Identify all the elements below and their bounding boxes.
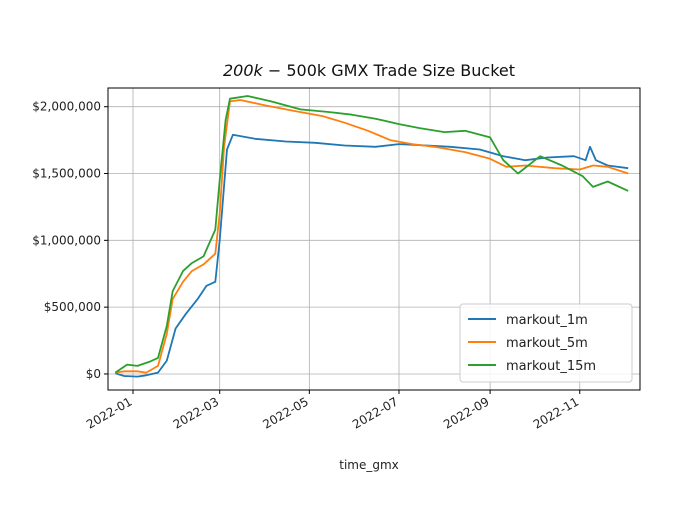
y-tick-label: $1,500,000 [32,167,101,181]
y-tick-label: $0 [86,367,101,381]
series-line-markout_1m [115,133,629,378]
x-tick-label: 2022-03 [171,394,221,431]
x-axis-label: time_gmx [339,458,399,472]
x-tick-label: 2022-07 [350,394,400,431]
x-axis: 2022-01 2022-03 2022-05 2022-07 2022-09 2022-… [84,390,581,432]
legend: markout_1m markout_5m markout_15m [459,303,633,383]
chart-title: 200k − 500k GMX Trade Size Bucket [223,61,515,80]
x-tick-label: 2022-01 [84,394,134,431]
x-tick-label: 2022-11 [531,394,581,431]
legend-label: markout_15m [506,359,596,374]
plot-frame [107,87,641,391]
x-tick-label: 2022-05 [260,394,310,431]
y-tick-label: $500,000 [44,300,101,314]
chart-title-math: 200k [223,61,264,80]
y-axis: $0 $500,000 $1,000,000 $1,500,000 $2,000,000 [32,100,108,381]
legend-box [459,303,633,383]
y-tick-label: $1,000,000 [32,233,101,247]
legend-label: markout_5m [506,336,588,351]
legend-label: markout_1m [506,313,588,328]
chart-title-rest: − 500k GMX Trade Size Bucket [263,61,515,80]
series-line-markout_5m [115,99,629,374]
series-lines [114,95,629,378]
y-tick-label: $2,000,000 [32,100,101,114]
series-line-markout_15m [114,95,629,374]
x-tick-label: 2022-09 [441,394,491,431]
